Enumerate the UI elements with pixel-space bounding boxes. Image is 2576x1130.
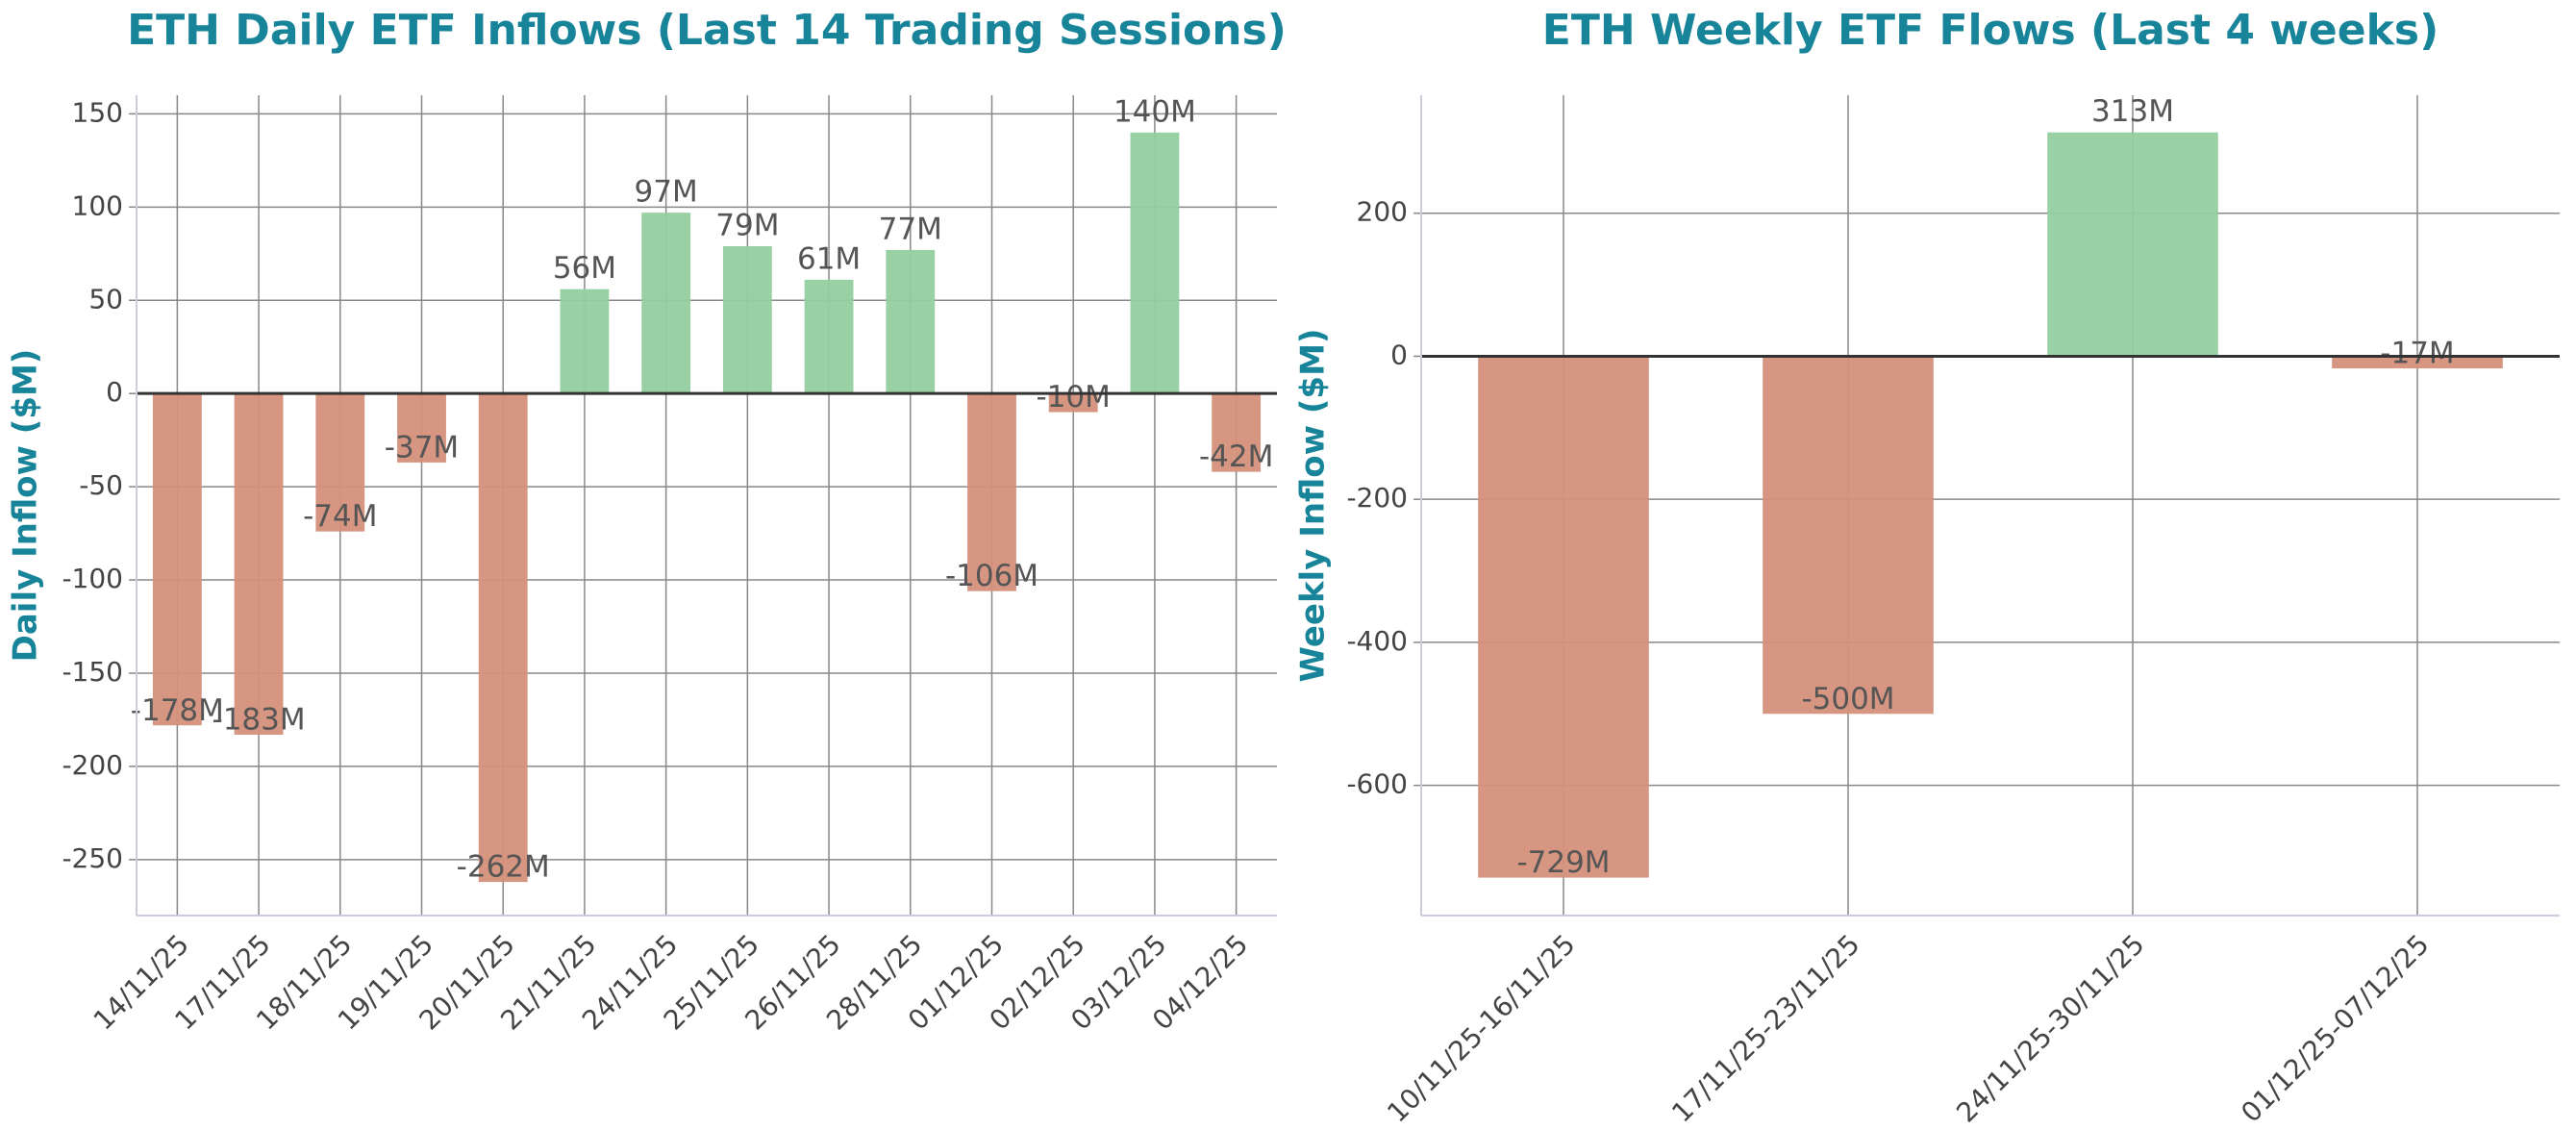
y-axis-label: Daily Inflow ($M) [7,349,45,663]
data-label: 97M [635,175,698,210]
y-tick-label: -150 [62,656,123,688]
data-label: 61M [797,241,861,276]
y-tick-label: -50 [79,469,123,501]
data-label: -42M [1199,439,1273,474]
bar [478,393,528,883]
y-tick-label: -400 [1346,625,1408,657]
y-tick-label: -100 [62,563,123,594]
data-label: -178M [131,693,224,728]
data-label: -262M [457,850,550,885]
data-label: 313M [2091,94,2174,129]
data-label: 140M [1113,94,1196,129]
bar [1048,393,1098,413]
bar [397,393,446,463]
bar [234,393,284,735]
data-label: -183M [213,702,306,737]
data-label: -74M [303,499,377,534]
bar [2332,356,2503,369]
x-tick-label: 10/11/25-16/11/25 [1381,928,1581,1128]
y-tick-label: -600 [1346,768,1408,800]
bar [886,249,936,394]
bar [560,289,610,394]
y-tick-label: 200 [1357,196,1408,228]
bar [641,213,691,394]
x-tick-label: 24/11/25-30/11/25 [1950,928,2150,1128]
bar [1763,356,1934,715]
bar [1212,393,1262,472]
bar [722,246,772,394]
x-tick-label: 01/12/25-07/12/25 [2235,928,2435,1128]
y-tick-label: 0 [106,376,123,408]
data-label: -17M [2380,337,2454,371]
data-label: -37M [385,430,459,465]
y-tick-label: 50 [88,283,123,314]
bar [1130,132,1180,394]
bar [967,393,1016,591]
chart-title: ETH Daily ETF Inflows (Last 14 Trading S… [127,6,1287,55]
bar [315,393,365,532]
chart-title: ETH Weekly ETF Flows (Last 4 weeks) [1542,6,2438,55]
data-label: -500M [1801,682,1894,716]
x-tick-label: 17/11/25-23/11/25 [1665,928,1865,1128]
bar [1478,356,1649,878]
data-label: -106M [945,559,1038,593]
bar [2047,132,2218,357]
y-tick-label: -200 [62,749,123,781]
data-label: 56M [553,251,616,286]
y-tick-label: -250 [62,842,123,874]
y-tick-label: 0 [1390,339,1408,370]
y-axis-label: Weekly Inflow ($M) [1294,329,1333,683]
y-tick-label: 100 [72,189,123,221]
bar [804,279,854,394]
data-label: -10M [1037,380,1111,414]
y-tick-label: 150 [72,96,123,128]
data-label: -729M [1516,845,1610,880]
y-tick-label: -200 [1346,482,1408,514]
bar [152,393,202,726]
data-label: 77M [879,212,942,246]
data-label: 79M [715,209,779,243]
